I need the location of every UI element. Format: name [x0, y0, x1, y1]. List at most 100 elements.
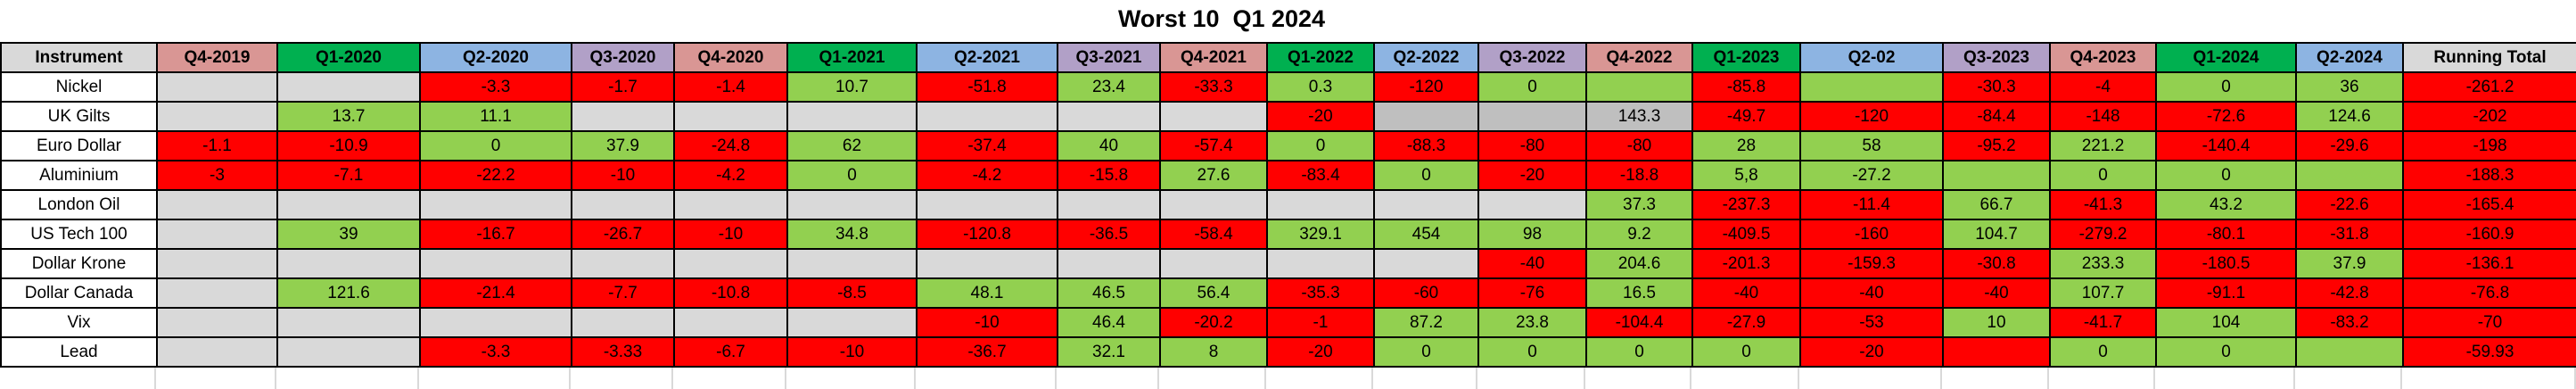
value-cell[interactable]: -95.2	[1942, 130, 2051, 161]
running-total-cell[interactable]: -136.1	[2402, 248, 2576, 279]
value-cell[interactable]	[1477, 101, 1587, 132]
empty-grid-cell[interactable]	[1585, 368, 1691, 389]
value-cell[interactable]: -140.4	[2155, 130, 2297, 161]
value-cell[interactable]	[2295, 160, 2404, 191]
value-cell[interactable]: -4.2	[916, 160, 1058, 191]
value-cell[interactable]	[1159, 248, 1268, 279]
empty-grid-cell[interactable]	[156, 368, 276, 389]
value-cell[interactable]: -91.1	[2155, 277, 2297, 309]
running-total-cell[interactable]: -165.4	[2402, 189, 2576, 220]
value-cell[interactable]: -4.2	[673, 160, 788, 191]
value-cell[interactable]: 40	[1057, 130, 1161, 161]
value-cell[interactable]	[1799, 71, 1944, 103]
value-cell[interactable]: -37.4	[916, 130, 1058, 161]
value-cell[interactable]: -201.3	[1691, 248, 1801, 279]
value-cell[interactable]: -104.4	[1585, 307, 1693, 338]
value-cell[interactable]: 104.7	[1942, 219, 2051, 250]
value-cell[interactable]: -42.8	[2295, 277, 2404, 309]
value-cell[interactable]: -80	[1585, 130, 1693, 161]
value-cell[interactable]: -80	[1477, 130, 1587, 161]
value-cell[interactable]: 0	[2155, 71, 2297, 103]
value-cell[interactable]: 0	[419, 130, 572, 161]
value-cell[interactable]	[276, 189, 421, 220]
running-total-cell[interactable]: -59.93	[2402, 336, 2576, 368]
value-cell[interactable]: 27.6	[1159, 160, 1268, 191]
value-cell[interactable]	[1266, 248, 1375, 279]
value-cell[interactable]: 23.8	[1477, 307, 1587, 338]
value-cell[interactable]	[1942, 336, 2051, 368]
column-header[interactable]: Q2-2022	[1373, 42, 1479, 73]
value-cell[interactable]: 0	[1691, 336, 1801, 368]
instrument-cell[interactable]: Vix	[0, 307, 158, 338]
running-total-cell[interactable]: -70	[2402, 307, 2576, 338]
value-cell[interactable]: 32.1	[1057, 336, 1161, 368]
value-cell[interactable]	[1585, 71, 1693, 103]
column-header[interactable]: Q4-2021	[1159, 42, 1268, 73]
value-cell[interactable]: 104	[2155, 307, 2297, 338]
value-cell[interactable]	[156, 336, 278, 368]
value-cell[interactable]: -120	[1373, 71, 1479, 103]
value-cell[interactable]: 0	[1477, 71, 1587, 103]
empty-grid-cell[interactable]	[1057, 368, 1159, 389]
value-cell[interactable]: -20	[1266, 336, 1375, 368]
instrument-cell[interactable]: Nickel	[0, 71, 158, 103]
value-cell[interactable]: 58	[1799, 130, 1944, 161]
value-cell[interactable]	[786, 189, 918, 220]
value-cell[interactable]	[571, 189, 675, 220]
value-cell[interactable]: 28	[1691, 130, 1801, 161]
value-cell[interactable]: -279.2	[2049, 219, 2157, 250]
value-cell[interactable]: 23.4	[1057, 71, 1161, 103]
value-cell[interactable]: -11.4	[1799, 189, 1944, 220]
value-cell[interactable]: 56.4	[1159, 277, 1268, 309]
empty-grid-cell[interactable]	[1159, 368, 1266, 389]
value-cell[interactable]	[1159, 101, 1268, 132]
value-cell[interactable]	[156, 307, 278, 338]
value-cell[interactable]: 0	[2049, 160, 2157, 191]
value-cell[interactable]	[419, 248, 572, 279]
running-total-column-header[interactable]: Running Total	[2402, 42, 2576, 73]
value-cell[interactable]: -3.3	[419, 336, 572, 368]
value-cell[interactable]	[1373, 248, 1479, 279]
empty-grid-cell[interactable]	[1942, 368, 2049, 389]
running-total-cell[interactable]: -202	[2402, 101, 2576, 132]
value-cell[interactable]: 0	[1477, 336, 1587, 368]
value-cell[interactable]: -88.3	[1373, 130, 1479, 161]
value-cell[interactable]: -20	[1799, 336, 1944, 368]
value-cell[interactable]: -237.3	[1691, 189, 1801, 220]
empty-grid-cell[interactable]	[571, 368, 673, 389]
value-cell[interactable]: -53	[1799, 307, 1944, 338]
empty-grid-cell[interactable]	[2155, 368, 2295, 389]
instrument-cell[interactable]: US Tech 100	[0, 219, 158, 250]
value-cell[interactable]: 13.7	[276, 101, 421, 132]
value-cell[interactable]: 48.1	[916, 277, 1058, 309]
value-cell[interactable]: -1.1	[156, 130, 278, 161]
empty-grid-cell[interactable]	[916, 368, 1057, 389]
value-cell[interactable]: -35.3	[1266, 277, 1375, 309]
column-header[interactable]: Q1-2023	[1691, 42, 1801, 73]
empty-grid-cell[interactable]	[1266, 368, 1373, 389]
value-cell[interactable]: -29.6	[2295, 130, 2404, 161]
value-cell[interactable]: 221.2	[2049, 130, 2157, 161]
value-cell[interactable]: -1	[1266, 307, 1375, 338]
value-cell[interactable]: 0.3	[1266, 71, 1375, 103]
value-cell[interactable]: -409.5	[1691, 219, 1801, 250]
value-cell[interactable]	[571, 307, 675, 338]
value-cell[interactable]: 37.9	[571, 130, 675, 161]
value-cell[interactable]	[786, 248, 918, 279]
value-cell[interactable]: -1.7	[571, 71, 675, 103]
value-cell[interactable]: -16.7	[419, 219, 572, 250]
value-cell[interactable]	[916, 189, 1058, 220]
value-cell[interactable]: 0	[1373, 336, 1479, 368]
value-cell[interactable]: -10	[571, 160, 675, 191]
value-cell[interactable]	[1477, 189, 1587, 220]
value-cell[interactable]: -10.9	[276, 130, 421, 161]
value-cell[interactable]: -160	[1799, 219, 1944, 250]
value-cell[interactable]	[673, 307, 788, 338]
empty-grid-cell[interactable]	[1477, 368, 1585, 389]
value-cell[interactable]: -85.8	[1691, 71, 1801, 103]
value-cell[interactable]: 329.1	[1266, 219, 1375, 250]
instrument-column-header[interactable]: Instrument	[0, 42, 158, 73]
column-header[interactable]: Q1-2022	[1266, 42, 1375, 73]
value-cell[interactable]: 98	[1477, 219, 1587, 250]
empty-grid-cell[interactable]	[0, 368, 156, 389]
